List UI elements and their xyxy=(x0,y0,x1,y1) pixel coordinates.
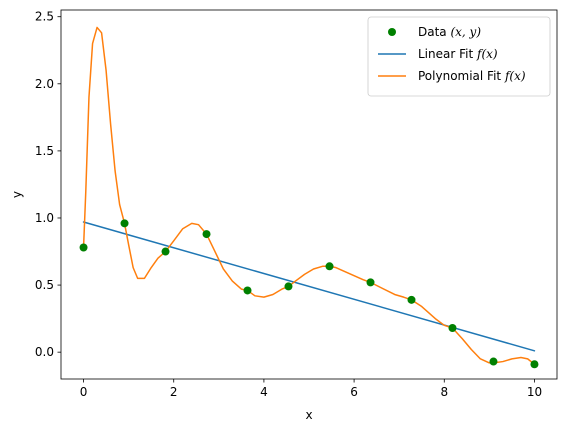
legend-label-0: Data (x, y) xyxy=(418,25,481,39)
x-axis-label: x xyxy=(305,408,312,422)
y-tick-label: 1.5 xyxy=(35,144,54,158)
series-1 xyxy=(82,221,536,352)
data-point xyxy=(489,357,498,366)
x-tick-label: 2 xyxy=(170,385,178,399)
data-point xyxy=(161,247,170,256)
y-tick-label: 0.5 xyxy=(35,278,54,292)
y-tick-label: 1.0 xyxy=(35,211,54,225)
legend-label-1: Linear Fit f(x) xyxy=(418,47,498,61)
plot-content xyxy=(79,26,539,369)
data-point xyxy=(202,230,211,239)
x-tick-label: 8 xyxy=(440,385,448,399)
legend-marker-0 xyxy=(388,28,396,36)
y-tick-label: 0.0 xyxy=(35,345,54,359)
series-0 xyxy=(79,219,539,369)
legend-box xyxy=(367,16,551,97)
data-point xyxy=(407,295,416,304)
x-tick-label: 6 xyxy=(350,385,358,399)
y-axis: 0.0 0.5 1.0 1.5 2.0 2.5 xyxy=(35,10,61,359)
series-line-1 xyxy=(82,221,536,352)
data-point xyxy=(325,262,334,271)
plot-frame xyxy=(60,9,558,380)
x-axis: 0 2 4 6 8 10 xyxy=(80,379,542,399)
data-point xyxy=(366,278,375,287)
x-tick-label: 0 xyxy=(80,385,88,399)
data-point xyxy=(530,360,539,369)
data-point xyxy=(120,219,129,228)
legend-label-2: Polynomial Fit f(x) xyxy=(418,69,526,83)
x-tick-label: 10 xyxy=(527,385,542,399)
data-point xyxy=(284,282,293,291)
y-tick-label: 2.5 xyxy=(35,10,54,24)
data-point xyxy=(79,243,88,252)
legend: Data (x, y) Linear Fit f(x) Polynomial Fit… xyxy=(367,16,551,97)
y-tick-label: 2.0 xyxy=(35,77,54,91)
data-point xyxy=(243,286,252,295)
y-axis-label: y xyxy=(10,191,24,198)
data-point xyxy=(448,324,457,333)
x-tick-label: 4 xyxy=(260,385,268,399)
